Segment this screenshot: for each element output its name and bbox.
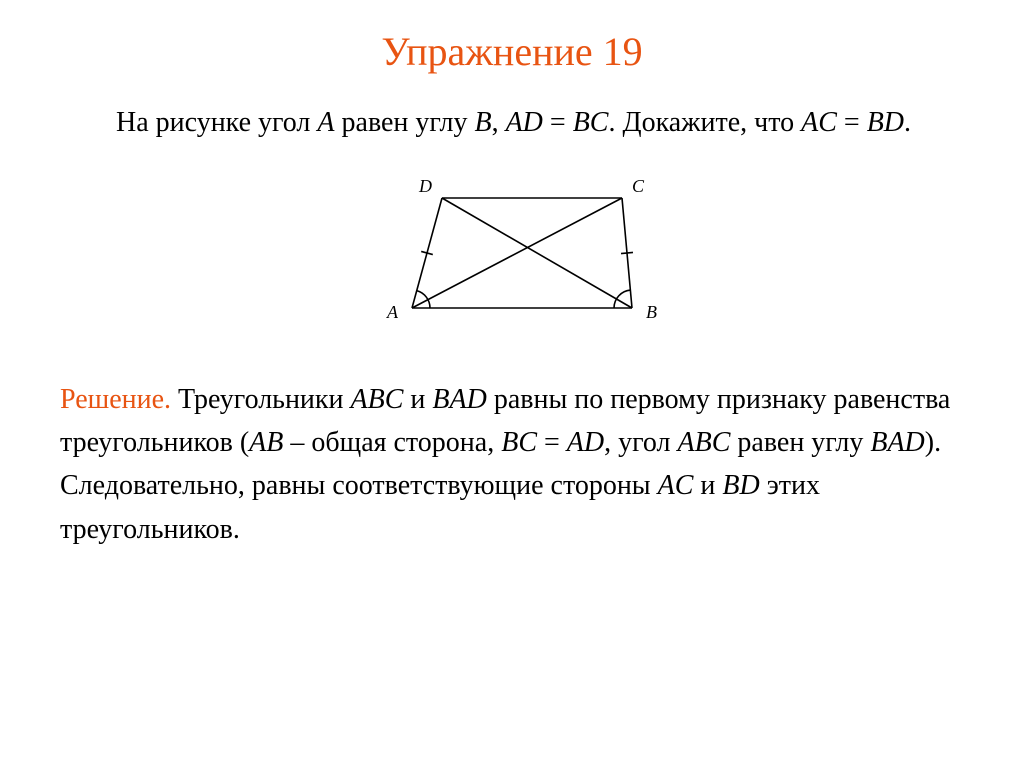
var-bc: BC	[501, 427, 537, 458]
text: . Докажите, что	[608, 107, 801, 138]
text: =	[543, 107, 573, 138]
text: – общая сторона,	[283, 427, 501, 458]
text: =	[837, 107, 867, 138]
solution-lead: Решение.	[60, 384, 171, 415]
var-bd: BD	[867, 107, 904, 138]
var-abc2: ABC	[678, 427, 731, 458]
var-ac: AC	[658, 470, 694, 501]
slide: Упражнение 19 На рисунке угол A равен уг…	[0, 0, 1024, 768]
text: .	[904, 107, 911, 138]
var-bd: BD	[722, 470, 759, 501]
text: равен углу	[335, 107, 475, 138]
var-ab: AB	[249, 427, 283, 458]
svg-text:D: D	[418, 176, 432, 196]
page-title: Упражнение 19	[60, 28, 964, 75]
var-ad: AD	[506, 107, 543, 138]
var-ac: AC	[801, 107, 837, 138]
var-bc: BC	[573, 107, 609, 138]
text: ,	[492, 107, 506, 138]
text: равен углу	[730, 427, 870, 458]
var-ad: AD	[567, 427, 604, 458]
solution-text: Решение. Треугольники ABC и BAD равны по…	[60, 378, 964, 552]
text: На рисунке угол	[116, 107, 317, 138]
text: , угол	[604, 427, 677, 458]
var-bad: BAD	[432, 384, 486, 415]
diagram-container: A B D C	[60, 168, 964, 338]
svg-text:B: B	[646, 302, 657, 322]
text: =	[537, 427, 567, 458]
text: и	[403, 384, 432, 415]
svg-text:C: C	[632, 176, 645, 196]
var-b: B	[474, 107, 491, 138]
svg-text:A: A	[386, 302, 399, 322]
var-bad2: BAD	[870, 427, 924, 458]
var-a: A	[317, 107, 334, 138]
geometry-diagram: A B D C	[332, 168, 692, 338]
text: Треугольники	[171, 384, 350, 415]
var-abc: ABC	[351, 384, 404, 415]
text: и	[693, 470, 722, 501]
problem-statement: На рисунке угол A равен углу B, AD = BC.…	[60, 103, 964, 144]
